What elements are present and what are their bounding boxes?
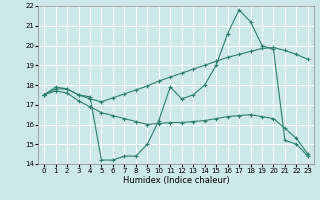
X-axis label: Humidex (Indice chaleur): Humidex (Indice chaleur) xyxy=(123,176,229,185)
